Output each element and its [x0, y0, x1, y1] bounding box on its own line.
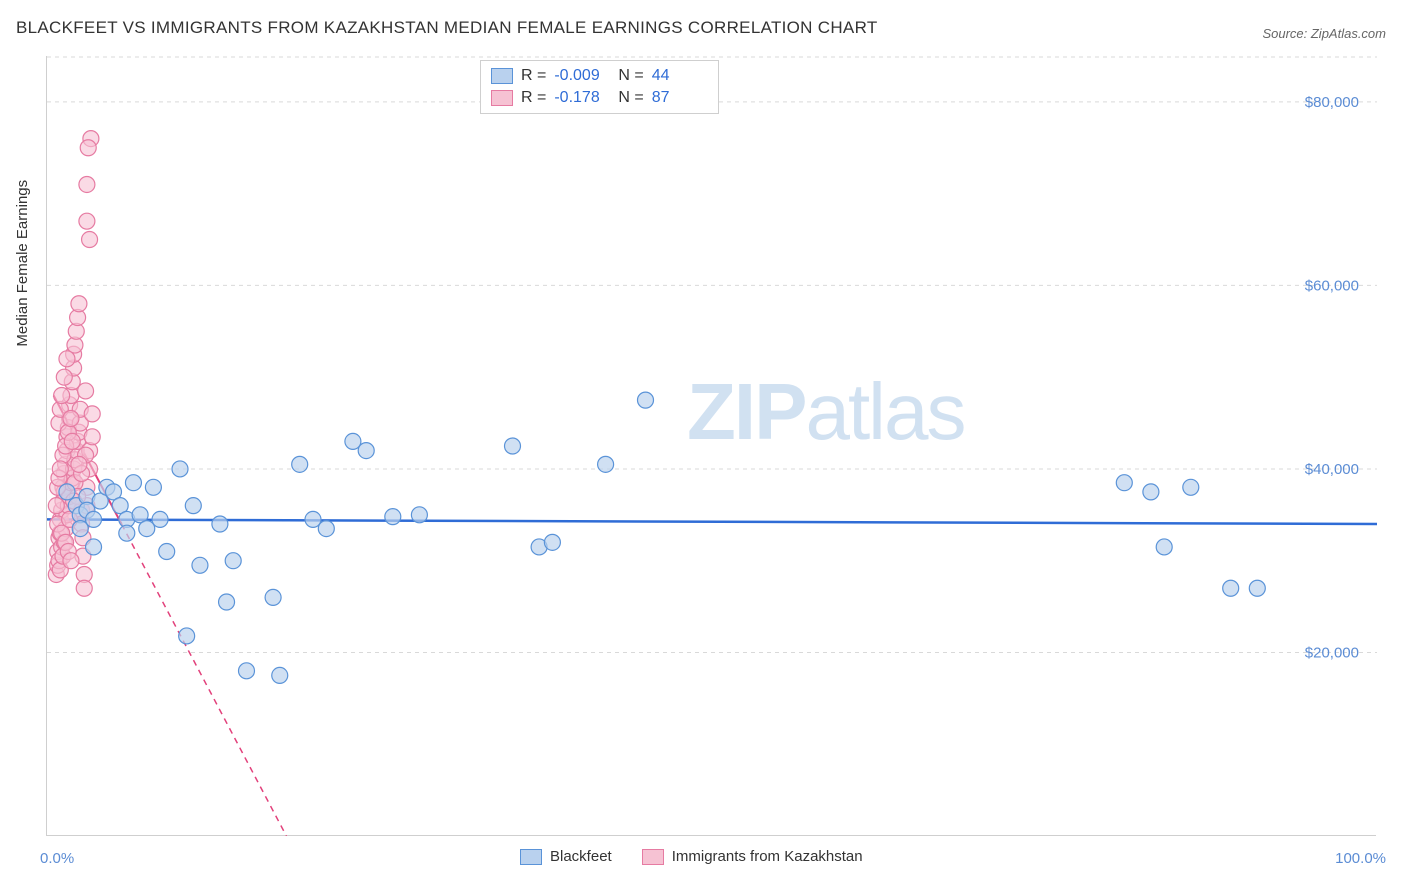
x-axis-min-label: 0.0% [40, 850, 74, 867]
chart-title: BLACKFEET VS IMMIGRANTS FROM KAZAKHSTAN … [16, 18, 878, 38]
x-axis-max-label: 100.0% [1335, 850, 1386, 867]
legend-item-kazakhstan: Immigrants from Kazakhstan [642, 848, 863, 865]
svg-text:$20,000: $20,000 [1305, 644, 1359, 661]
swatch-blackfeet-bottom [520, 849, 542, 865]
y-axis-label: Median Female Earnings [14, 180, 31, 347]
r-value-1: -0.009 [554, 67, 610, 85]
plot-svg: $20,000 $40,000 $60,000 $80,000 [47, 56, 1377, 836]
n-label-1: N = [618, 67, 643, 85]
legend-item-blackfeet: Blackfeet [520, 848, 612, 865]
swatch-kazakhstan-bottom [642, 849, 664, 865]
legend-stats-row-2: R = -0.178 N = 87 [491, 87, 708, 109]
legend-label-kazakhstan: Immigrants from Kazakhstan [672, 848, 863, 865]
plot-area: ZIPatlas $20,000$40,000$60,000$80,000 [46, 56, 1376, 836]
chart-source: Source: ZipAtlas.com [1262, 26, 1386, 41]
legend-bottom: Blackfeet Immigrants from Kazakhstan [520, 848, 863, 865]
source-prefix: Source: [1262, 26, 1310, 41]
n-value-1: 44 [652, 67, 708, 85]
svg-text:$60,000: $60,000 [1305, 277, 1359, 294]
source-name: ZipAtlas.com [1311, 26, 1386, 41]
swatch-kazakhstan [491, 90, 513, 106]
r-label-2: R = [521, 89, 546, 107]
n-label-2: N = [618, 89, 643, 107]
r-value-2: -0.178 [554, 89, 610, 107]
legend-label-blackfeet: Blackfeet [550, 848, 612, 865]
legend-stats-box: R = -0.009 N = 44 R = -0.178 N = 87 [480, 60, 719, 114]
swatch-blackfeet [491, 68, 513, 84]
legend-stats-row-1: R = -0.009 N = 44 [491, 65, 708, 87]
n-value-2: 87 [652, 89, 708, 107]
r-label-1: R = [521, 67, 546, 85]
svg-text:$40,000: $40,000 [1305, 461, 1359, 478]
svg-text:$80,000: $80,000 [1305, 94, 1359, 111]
